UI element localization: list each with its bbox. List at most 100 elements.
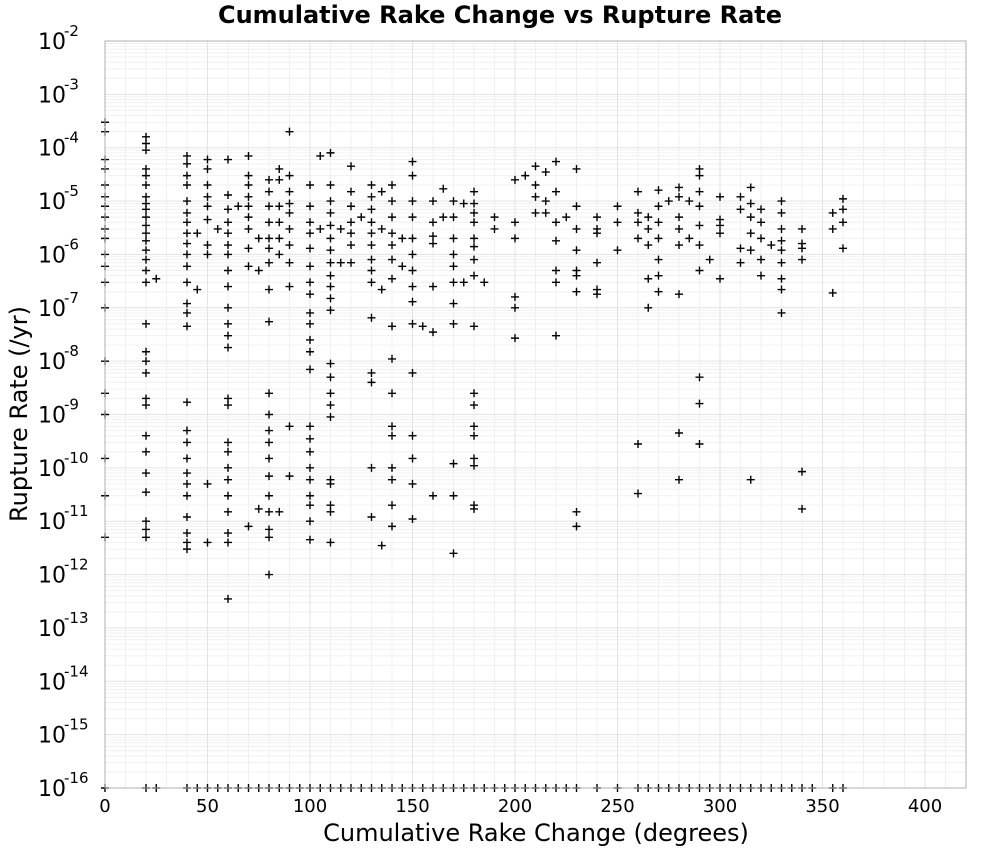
y-tick-exponent: -13 [64,609,89,627]
data-point [326,538,335,547]
y-tick-label: 10 [38,457,66,482]
data-point [347,187,355,196]
data-point [675,192,683,201]
data-point [654,186,663,195]
y-tick-exponent: -12 [64,556,89,574]
data-point [388,274,396,283]
data-point [265,454,273,463]
data-point [265,258,273,267]
data-point [224,241,232,250]
data-point [470,431,478,440]
data-point [244,192,253,201]
y-tick-exponent: -3 [64,75,79,93]
data-point [183,512,191,521]
y-tick-label: 10 [38,83,66,108]
data-point [388,213,396,222]
data-point [285,258,294,267]
data-point [480,278,489,287]
data-point [183,181,191,190]
data-point [285,127,294,136]
data-point [367,192,376,201]
data-point [254,504,263,513]
data-point [326,197,335,206]
data-point [367,378,376,387]
data-point [695,221,704,230]
data-point [562,213,571,222]
data-point [695,241,704,250]
data-point [224,538,232,547]
data-point [777,208,786,217]
data-point [695,373,704,382]
data-point [613,246,622,255]
data-point [828,224,837,233]
data-point [470,187,478,196]
y-tick-exponent: -14 [64,662,89,680]
data-point [224,507,232,516]
y-tick-label: 10 [38,297,66,322]
data-point [326,306,335,315]
data-point [736,192,745,201]
data-point [777,258,786,267]
data-point [613,202,622,211]
y-axis-label: Rupture Rate (/yr) [5,306,33,522]
data-point [347,241,355,250]
data-point [634,187,642,196]
data-point [511,303,519,312]
data-point [265,244,273,253]
data-point [183,262,191,271]
data-point [244,244,253,253]
data-point [285,282,294,291]
data-point [183,398,191,407]
data-point [388,475,396,484]
data-point [326,282,335,291]
y-tick-label: 10 [38,510,66,535]
data-point [367,512,376,521]
data-point [183,239,191,248]
y-tick-label: 10 [38,724,66,749]
data-point [306,319,314,328]
data-point [367,313,376,322]
y-tick-exponent: -10 [64,449,89,467]
data-point [552,157,560,166]
data-point [593,213,601,222]
data-point [449,262,458,271]
data-point [265,410,273,419]
data-point [326,208,335,217]
data-point [326,234,335,243]
data-point [193,285,202,294]
data-point [675,183,683,192]
data-point [224,218,232,227]
y-tick-label: 10 [38,350,66,375]
data-point [224,401,232,410]
data-point [367,205,376,214]
data-point [306,278,314,287]
data-point [265,491,273,500]
data-point [746,213,755,222]
data-point [367,278,376,287]
data-point [367,229,376,238]
data-point [634,234,642,243]
data-point [664,197,673,206]
x-tick-label: 250 [600,796,634,817]
data-point [634,439,642,448]
data-point [306,218,314,227]
data-point [244,522,253,531]
data-point [306,229,314,238]
data-point [541,168,550,177]
data-point [367,368,376,377]
data-point [408,454,417,463]
data-point [695,171,704,180]
data-point [470,461,478,470]
data-point [285,199,294,208]
data-point [306,202,314,211]
data-point [213,224,222,233]
data-point [203,164,212,173]
data-point [224,447,232,456]
data-point [203,250,212,259]
data-point [572,246,581,255]
data-point [470,389,478,398]
data-point [326,507,335,516]
data-point [388,522,396,531]
data-point [459,199,468,208]
data-point [347,202,355,211]
